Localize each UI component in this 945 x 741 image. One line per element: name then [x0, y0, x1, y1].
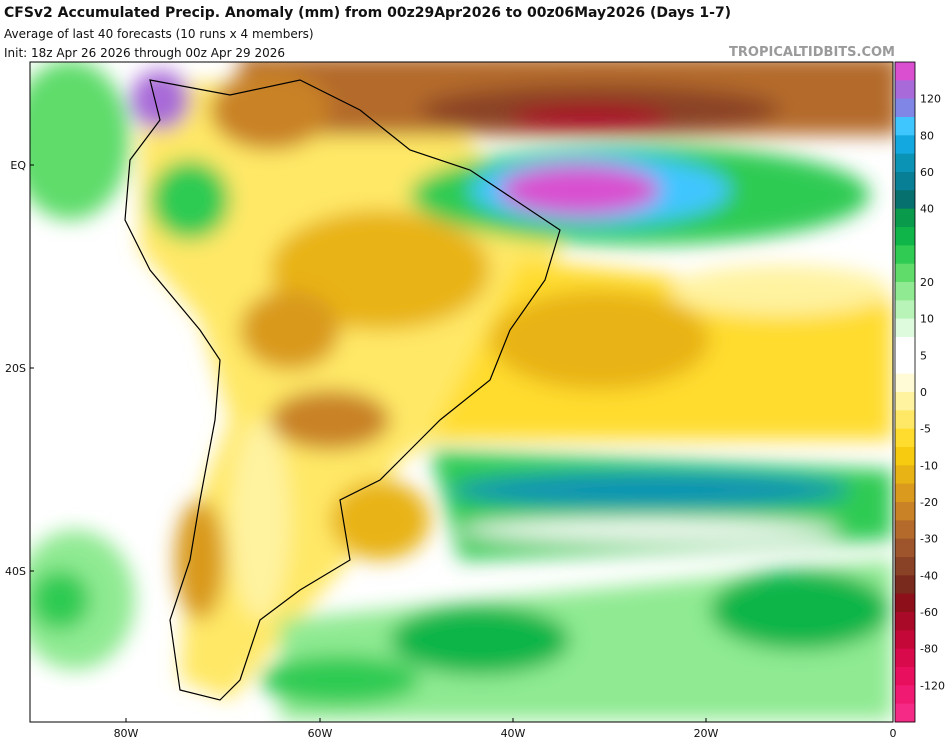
colorbar-swatch	[895, 630, 915, 650]
colorbar-swatch	[895, 282, 915, 301]
lat-label: 20S	[5, 362, 26, 375]
colorbar-swatch	[895, 648, 915, 668]
colorbar-swatch	[895, 62, 915, 81]
colorbar-frame	[894, 61, 916, 723]
colorbar-swatch	[895, 612, 915, 631]
colorbar-label: 60	[920, 166, 934, 179]
colorbar-swatch	[895, 428, 915, 448]
colorbar-swatch	[895, 337, 915, 356]
colorbar-swatch	[895, 135, 915, 155]
colorbar-label: 5	[920, 349, 927, 362]
colorbar-swatch	[895, 117, 915, 136]
colorbar-swatch	[895, 153, 915, 173]
colorbar-label: 20	[920, 276, 934, 289]
lon-label: 60W	[308, 727, 333, 740]
lon-label: 0	[890, 727, 897, 740]
colorbar-label: -20	[920, 496, 938, 509]
colorbar-swatch	[895, 483, 915, 503]
colorbar-swatch	[895, 410, 915, 430]
colorbar-swatch	[895, 318, 915, 338]
colorbar-swatch	[895, 685, 915, 705]
colorbar-swatch	[895, 172, 915, 191]
lon-label: 80W	[114, 727, 139, 740]
lon-label: 40W	[501, 727, 526, 740]
anomaly-field	[30, 62, 893, 720]
colorbar-swatch	[895, 98, 915, 118]
colorbar-swatch	[895, 208, 915, 228]
lat-label: EQ	[10, 159, 26, 172]
map-frame	[29, 61, 894, 723]
colorbar-swatch	[895, 263, 915, 283]
coastline	[124, 79, 561, 701]
colorbar-label: 80	[920, 129, 934, 142]
colorbar-swatch	[895, 703, 915, 723]
colorbar-label: -120	[920, 679, 945, 692]
colorbar-swatch	[895, 300, 915, 320]
lat-label: 40S	[5, 565, 26, 578]
colorbar-label: -10	[920, 459, 938, 472]
colorbar-swatch	[895, 373, 915, 393]
colorbar-swatch	[895, 593, 915, 613]
colorbar-swatch	[895, 575, 915, 595]
colorbar-label: -60	[920, 606, 938, 619]
colorbar-swatch	[895, 245, 915, 265]
map-area	[30, 62, 893, 722]
colorbar-swatch	[895, 502, 915, 521]
colorbar-swatch	[895, 392, 915, 411]
colorbar-label: -80	[920, 643, 938, 656]
colorbar-swatch	[895, 80, 915, 100]
colorbar-label: -30	[920, 533, 938, 546]
colorbar: 120 80 60 40 20 10 5 0 -5 -10 -20 -30 -40 -60 -80 -120	[894, 61, 945, 723]
init-line: Init: 18z Apr 26 2026 through 00z Apr 29…	[4, 46, 285, 60]
colorbar-swatch	[895, 538, 915, 558]
colorbar-label: 10	[920, 313, 934, 326]
colorbar-swatch	[895, 190, 915, 210]
colorbar-label: -5	[920, 423, 931, 436]
colorbar-label: -40	[920, 569, 938, 582]
colorbar-swatch	[895, 227, 915, 246]
colorbar-swatch	[895, 557, 915, 576]
colorbar-swatch	[895, 355, 915, 375]
colorbar-swatch	[895, 667, 915, 686]
watermark: TROPICALTIDBITS.COM	[729, 45, 895, 60]
colorbar-swatch	[895, 447, 915, 466]
subtitle: Average of last 40 forecasts (10 runs x …	[4, 27, 314, 41]
lon-label: 20W	[694, 727, 719, 740]
colorbar-swatch	[895, 465, 915, 485]
colorbar-label: 120	[920, 93, 941, 106]
axes: EQ 20S 40S 80W 60W 40W 20W 0	[5, 159, 896, 740]
colorbar-swatch	[895, 520, 915, 540]
colorbar-label: 40	[920, 203, 934, 216]
colorbar-label: 0	[920, 386, 927, 399]
title: CFSv2 Accumulated Precip. Anomaly (mm) f…	[4, 5, 731, 21]
